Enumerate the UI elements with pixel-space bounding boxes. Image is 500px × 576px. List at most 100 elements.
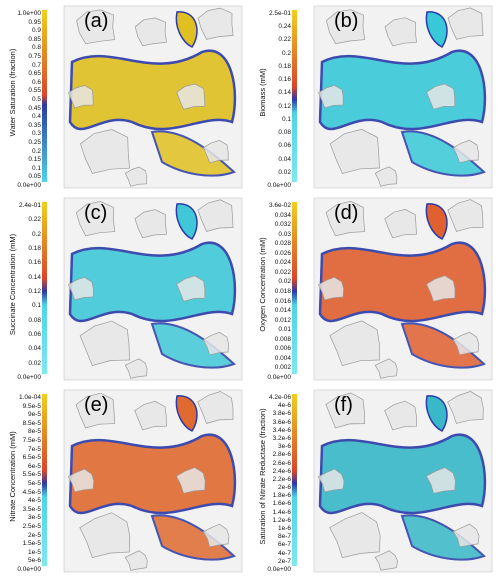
colorbar-tick-label: 1.8e-6 <box>272 492 291 500</box>
colorbar-ticks: 1.0e+00 0.95 0.9 0.85 0.8 0.75 0.7 0.65 0.6 0.55 0… <box>2 6 41 189</box>
colorbar-tick-label: 1.0e-04 <box>18 394 41 401</box>
colorbar-tick-label: 3.8e-6 <box>272 410 291 418</box>
sand-grain <box>318 85 344 109</box>
colorbar-tick-label: 0.014 <box>274 307 291 315</box>
colorbar-tick-label: 0.01 <box>278 326 291 334</box>
colorbar-tick-label: 0.55 <box>28 87 41 95</box>
sand-grain <box>79 512 131 559</box>
sand-grain <box>374 166 398 187</box>
colorbar-tick-label: 7.5e-5 <box>22 437 41 444</box>
sand-grain <box>317 276 344 301</box>
colorbar-tick-label: 1.4e-6 <box>272 508 291 516</box>
sand-grain <box>317 468 345 493</box>
pore-fluid-region <box>425 11 448 48</box>
colorbar-tick-label: 9.5e-5 <box>22 402 41 410</box>
sand-grain <box>452 523 480 548</box>
colorbar <box>292 202 297 374</box>
quantity-label: Saturation of Nitrate Reductase (fractio… <box>258 408 267 545</box>
pore-fluid-region <box>425 395 448 432</box>
colorbar-tick-label: 0.9 <box>31 27 41 35</box>
sand-grain <box>326 9 366 45</box>
colorbar-tick-label: 0.6 <box>31 78 41 86</box>
pore-fluid-region <box>400 130 486 177</box>
colorbar <box>292 10 297 182</box>
pore-fluid-region <box>175 203 198 240</box>
colorbar-tick-label: 0.02 <box>28 359 41 367</box>
colorbar-tick-label: 0.018 <box>274 288 291 295</box>
sand-grain <box>124 550 148 571</box>
panel-e: 1.0e-04 9.5e-5 9e-5 8.5e-5 8e-5 7.5e-5 7e-5 6.5… <box>2 386 250 576</box>
colorbar-tick-label: 3.4e-6 <box>272 426 291 434</box>
colorbar-tick-label: 0.02 <box>278 278 291 286</box>
sand-grain <box>175 467 206 494</box>
sand-grain <box>447 7 484 40</box>
panel-a: 1.0e+00 0.95 0.9 0.85 0.8 0.75 0.7 0.65 0.6 0.55 0… <box>2 2 250 192</box>
pore-fluid-region <box>68 49 237 131</box>
sand-grain <box>202 331 229 356</box>
colorbar-tick-label: 0.1 <box>31 302 41 310</box>
simulation-render <box>42 197 243 381</box>
colorbar-ticks: 2.4e-01 0.22 0.2 0.18 0.16 0.14 0.12 0.1 0.08 0.0… <box>2 198 41 381</box>
panel-tag: (f) <box>334 394 353 416</box>
colorbar-tick-label: 0.3 <box>31 130 41 138</box>
sand-grain <box>68 85 94 109</box>
pore-fluid-region <box>68 241 237 323</box>
sand-grain <box>425 467 456 494</box>
sand-grain <box>384 209 417 239</box>
colorbar-tick-label: 4e-5 <box>27 497 41 505</box>
sand-grain <box>203 140 229 164</box>
sand-grain <box>79 129 130 174</box>
panel-d: 3.6e-02 0.034 0.032 0.03 0.028 0.026 0.024 0.02… <box>252 194 500 384</box>
pore-fluid-region <box>68 433 237 515</box>
sand-grain <box>325 200 366 237</box>
colorbar-tick-label: 0.04 <box>28 345 41 353</box>
colorbar-tick-label: 6.5e-5 <box>22 454 41 462</box>
colorbar-tick-label: 2e-7 <box>277 557 291 565</box>
sand-grain <box>426 83 456 110</box>
pore-fluid-region <box>318 241 487 323</box>
pore-fluid-region <box>150 514 236 561</box>
colorbar-tick-label: 0.034 <box>274 211 291 219</box>
colorbar-tick-label: 1.2e-6 <box>272 516 291 524</box>
pore-fluid-region <box>150 130 236 177</box>
colorbar-tick-label: 0.03 <box>278 230 291 238</box>
panel-b: 2.5e-01 0.24 0.22 0.2 0.18 0.16 0.14 0.12 0.1 0.0… <box>252 2 500 192</box>
sand-grain <box>134 17 167 47</box>
colorbar-tick-label: 0.2 <box>281 49 291 57</box>
colorbar-tick-label: 0.25 <box>28 139 41 146</box>
sand-grain <box>197 391 234 424</box>
colorbar-tick-label: 5e-5 <box>27 480 41 487</box>
sand-grain <box>134 209 167 239</box>
colorbar-tick-label: 6e-7 <box>277 541 291 549</box>
colorbar-tick-label: 0.06 <box>28 331 41 338</box>
colorbar-tick-label: 0.35 <box>28 121 41 129</box>
colorbar-tick-label: 3.6e-02 <box>268 202 291 209</box>
colorbar <box>292 394 297 566</box>
sand-grain <box>76 9 116 45</box>
panel-tag: (c) <box>84 202 108 224</box>
colorbar-tick-label: 0.22 <box>28 216 41 224</box>
sand-grain <box>329 320 380 367</box>
colorbar-tick-label: 0.08 <box>278 129 291 137</box>
colorbar-tick-label: 0.2 <box>31 147 41 155</box>
sand-grain <box>75 201 116 237</box>
colorbar-tick-label: 3.2e-6 <box>272 434 291 442</box>
colorbar-tick-label: 0.14 <box>278 89 291 97</box>
sand-grain <box>124 166 148 187</box>
colorbar-tick-label: 0.05 <box>28 173 41 181</box>
sand-grain <box>197 7 234 40</box>
quantity-label: Nitrate Concentration (mM) <box>8 431 17 522</box>
sand-grain <box>329 512 381 559</box>
colorbar-tick-label: 2e-6 <box>277 484 291 492</box>
sand-grain <box>176 275 206 302</box>
colorbar-tick-label: 0.75 <box>28 53 41 60</box>
colorbar-tick-label: 0.016 <box>274 297 291 305</box>
colorbar-tick-label: 0.002 <box>274 364 291 372</box>
colorbar-tick-label: 2e-5 <box>27 531 41 539</box>
colorbar-tick-label: 2.8e-6 <box>272 451 291 459</box>
colorbar-tick-label: 1.0e+00 <box>17 10 41 17</box>
panel-tag: (b) <box>334 10 359 32</box>
colorbar-tick-label: 0.004 <box>274 354 291 362</box>
colorbar-tick-label: 0.008 <box>274 335 291 343</box>
colorbar <box>42 202 47 374</box>
